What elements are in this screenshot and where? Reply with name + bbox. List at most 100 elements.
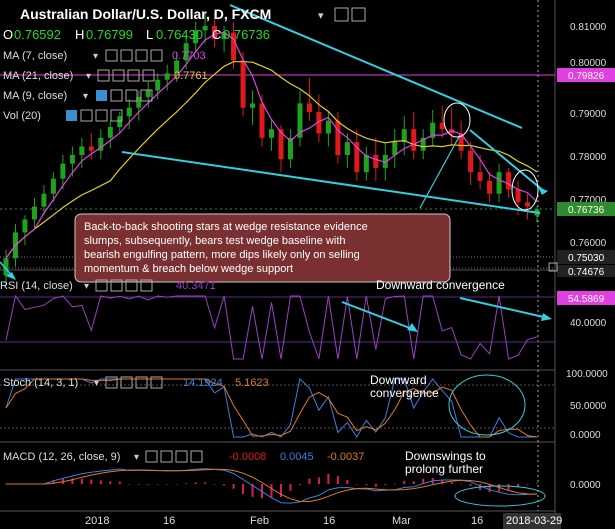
- candle-body: [88, 146, 94, 151]
- highlight-circle-top: [443, 102, 471, 138]
- candle-body: [525, 202, 531, 207]
- svg-text:▾: ▾: [84, 281, 89, 292]
- ma21-legend[interactable]: MA (21, close) ▾ 0.7761: [3, 69, 208, 82]
- macd-hist-bar: [185, 483, 188, 484]
- ma9-eye-icon: [96, 90, 107, 101]
- eye-icon[interactable]: [351, 7, 366, 22]
- svg-text:0.80000: 0.80000: [570, 58, 607, 69]
- vol-remove-icon: [95, 109, 108, 122]
- candle-body: [373, 155, 379, 168]
- ma21-remove-icon: [127, 69, 140, 82]
- candle-body: [468, 150, 474, 173]
- candle-body: [458, 133, 464, 151]
- candle-body: [231, 32, 237, 61]
- candle-body: [420, 137, 426, 151]
- vol-legend[interactable]: Vol (20): [3, 109, 123, 122]
- candle-body: [287, 137, 293, 160]
- candle-body: [79, 146, 85, 155]
- stoch-k-line: [5, 378, 537, 438]
- macd-hist-bar: [175, 484, 178, 485]
- candle-body: [259, 103, 265, 138]
- macd-hist-bar: [194, 482, 197, 484]
- candle-body: [306, 103, 312, 112]
- stoch-highlight-ellipse: [448, 374, 526, 436]
- highlight-circle-bottom: [511, 169, 539, 211]
- svg-text:40.0000: 40.0000: [570, 318, 607, 329]
- svg-text:0.0000: 0.0000: [570, 430, 601, 441]
- candle-body: [363, 155, 369, 173]
- macd-hist-bar: [52, 480, 55, 484]
- macd-hist-bar: [460, 483, 463, 485]
- macd-hist-bar: [393, 483, 396, 485]
- ma9-legend[interactable]: MA (9, close) ▾: [3, 89, 153, 102]
- svg-text:16: 16: [323, 515, 335, 527]
- ma7-more-icon: [150, 49, 163, 62]
- svg-text:bearish engulfing pattern, mor: bearish engulfing pattern, more dips lik…: [84, 249, 360, 261]
- wedge-trendlines: [0, 4, 546, 279]
- ohlc-l-key: L: [146, 27, 153, 42]
- svg-text:MA (9, close): MA (9, close): [3, 90, 67, 102]
- macd-hist-bar: [336, 476, 339, 484]
- badge-low-1: 0.75030: [568, 253, 605, 264]
- title-label[interactable]: Australian Dollar/U.S. Dollar, D, FXCM: [20, 6, 271, 22]
- macd-hist-bar: [346, 479, 349, 484]
- macd-hist-bar: [441, 479, 444, 484]
- stoch-note-line-2: convergence: [370, 386, 439, 400]
- macd-hist-bar: [109, 481, 112, 484]
- svg-text:16: 16: [471, 515, 483, 527]
- candle-body: [126, 107, 132, 117]
- resistance-line-2: [469, 129, 546, 193]
- macd-signal-line: [6, 468, 538, 503]
- time-axis[interactable]: 2018 16 Feb 16 Mar 16 2018-03-29: [85, 513, 562, 529]
- macd-label[interactable]: MACD (12, 26, close, 9): [3, 451, 120, 463]
- ma21-line: [5, 61, 538, 259]
- macd-hist-bar: [99, 480, 102, 484]
- ma7-remove-icon: [135, 49, 148, 62]
- title-chevron[interactable]: ▾: [318, 10, 324, 22]
- candle-body: [22, 219, 28, 233]
- ohlc-l-value: 0.76430: [156, 27, 203, 42]
- candle-body: [269, 129, 274, 138]
- candle-body: [392, 142, 398, 155]
- macd-hist-bar: [71, 478, 74, 484]
- candle-body: [117, 116, 123, 128]
- ma9-more-icon: [140, 89, 153, 102]
- candle-body: [174, 60, 180, 74]
- settings-icon[interactable]: [334, 7, 349, 22]
- candle-body: [136, 96, 142, 108]
- candle-body: [316, 112, 322, 134]
- svg-text:MA (7, close): MA (7, close): [3, 50, 67, 62]
- candle-body: [41, 193, 47, 207]
- stoch-k-value: 14.1924: [183, 377, 223, 389]
- analysis-annotation: Back-to-back shooting stars at wedge res…: [74, 213, 451, 283]
- ma21-settings-icon: [112, 69, 125, 82]
- stoch-d-value: 5.1623: [235, 377, 269, 389]
- candle-body: [50, 178, 56, 194]
- candle-body: [335, 120, 341, 155]
- price-axis[interactable]: 0.81000 0.80000 0.79000 0.78000 0.77000 …: [548, 22, 615, 278]
- rise-line: [419, 134, 461, 209]
- svg-text:Feb: Feb: [250, 515, 269, 527]
- svg-text:▾: ▾: [83, 91, 88, 102]
- macd-value-2: 0.0045: [280, 451, 314, 463]
- arrow-head-entry: [6, 272, 16, 280]
- rsi-convergence-line-2: [459, 297, 549, 319]
- rsi-label[interactable]: RSI (14, close): [0, 280, 73, 292]
- svg-text:0.0000: 0.0000: [570, 480, 601, 491]
- ohlc-o-value: 0.76592: [14, 27, 61, 42]
- rsi-value: 40.3471: [176, 280, 216, 292]
- candle-body: [164, 73, 170, 80]
- ohlc-c-value: 0.76736: [223, 27, 270, 42]
- ma7-legend[interactable]: MA (7, close) ▾ 0.7703: [3, 49, 206, 62]
- macd-hist-bar: [517, 484, 520, 488]
- svg-text:0.79000: 0.79000: [570, 109, 607, 120]
- ma7-settings-icon: [120, 49, 133, 62]
- macd-hist-bar: [317, 477, 320, 484]
- stoch-label[interactable]: Stoch (14, 3, 1): [3, 377, 78, 389]
- macd-hist-bar: [384, 484, 387, 485]
- macd-hist-bar: [213, 483, 216, 485]
- macd-hist-bar: [251, 484, 254, 497]
- svg-text:Back-to-back shooting stars at: Back-to-back shooting stars at wedge res…: [84, 221, 368, 233]
- candle-body: [240, 60, 246, 108]
